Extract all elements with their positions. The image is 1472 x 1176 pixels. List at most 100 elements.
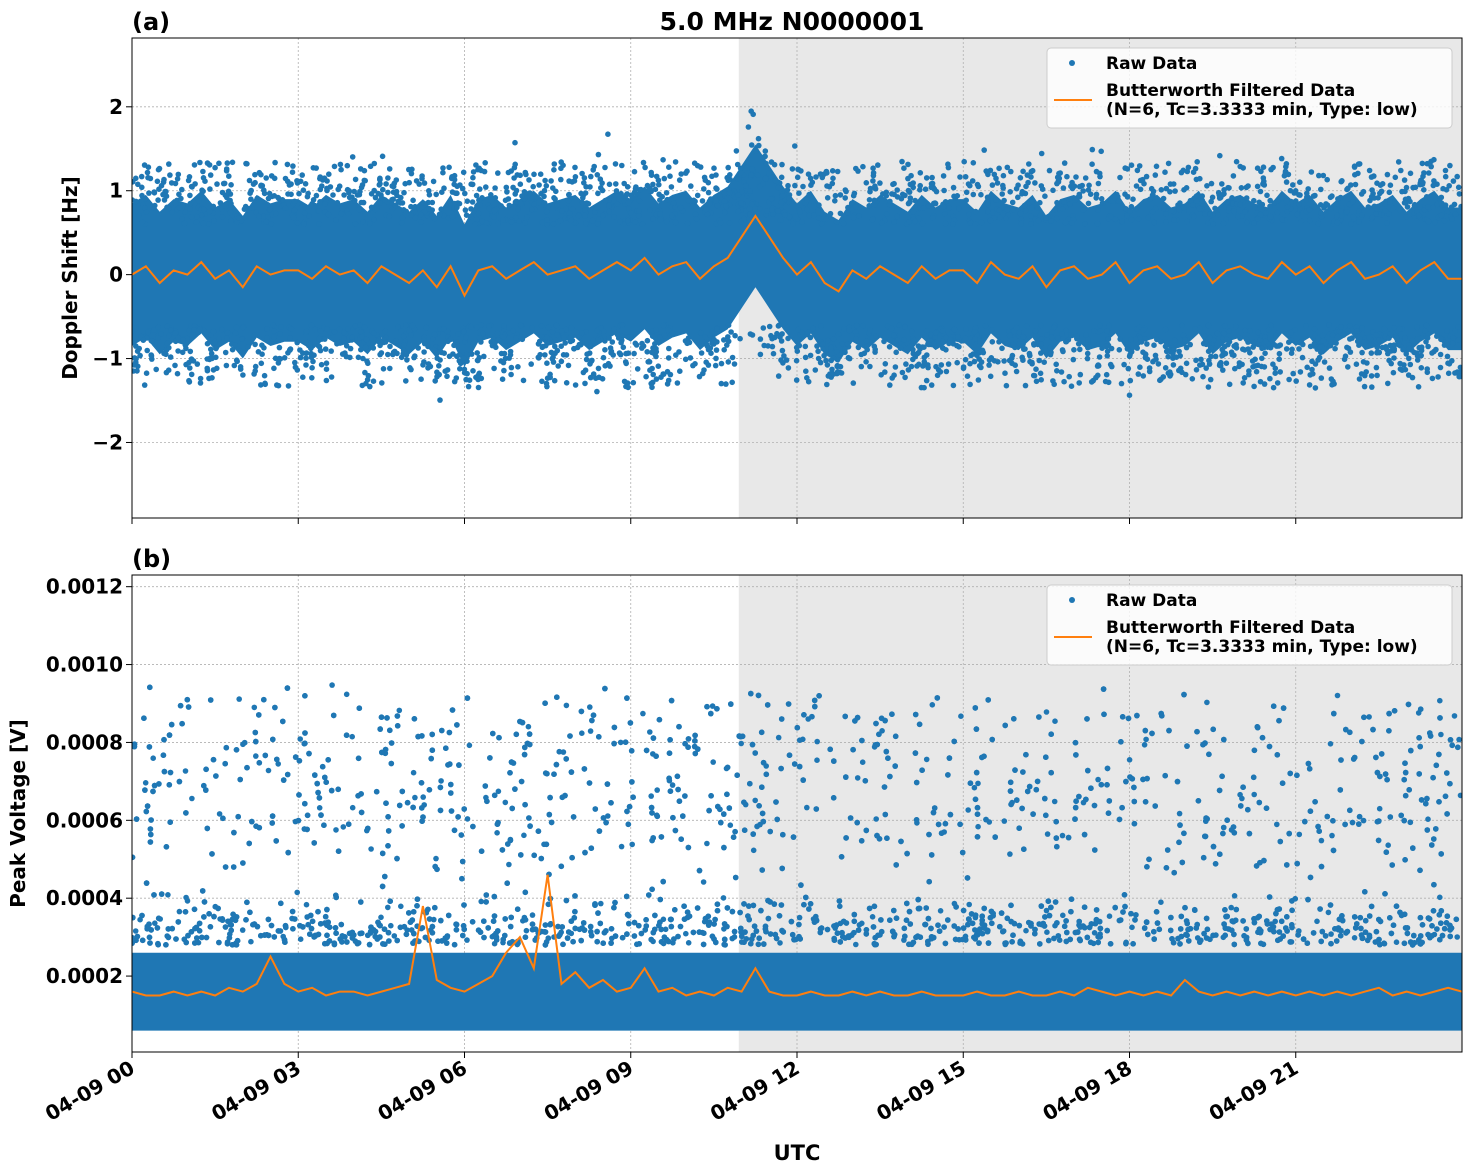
raw-data-point (797, 737, 803, 743)
raw-data-point (785, 183, 791, 189)
raw-data-point (1312, 204, 1318, 210)
raw-data-point (813, 367, 819, 373)
raw-data-point (495, 221, 501, 227)
raw-data-point (319, 362, 325, 368)
raw-data-point (160, 192, 166, 198)
raw-data-point (1232, 366, 1238, 372)
raw-data-point (331, 713, 337, 719)
raw-data-point (387, 166, 393, 172)
raw-data-point (208, 347, 214, 353)
raw-data-point (909, 364, 915, 370)
raw-data-point (978, 365, 984, 371)
raw-data-point (438, 785, 444, 791)
raw-data-point (975, 182, 981, 188)
raw-data-point (508, 924, 514, 930)
raw-data-point (259, 361, 265, 367)
raw-data-point (1447, 781, 1453, 787)
raw-data-point (1458, 374, 1464, 380)
raw-data-point (1184, 361, 1190, 367)
raw-data-point (755, 172, 761, 178)
raw-data-point (1242, 375, 1248, 381)
raw-data-point (1093, 195, 1099, 201)
raw-data-point (1391, 355, 1397, 361)
raw-data-point (726, 339, 732, 345)
raw-data-point (296, 191, 302, 197)
raw-data-point (1283, 170, 1289, 176)
raw-data-point (988, 218, 994, 224)
raw-data-point (552, 196, 558, 202)
raw-data-point (680, 813, 686, 819)
y-tick-label: −1 (92, 347, 123, 371)
raw-data-point (426, 206, 432, 212)
raw-data-point (322, 201, 328, 207)
raw-data-point (484, 892, 490, 898)
raw-data-point (1424, 323, 1430, 329)
raw-data-point (841, 221, 847, 227)
raw-data-point (590, 218, 596, 224)
raw-data-point (421, 349, 427, 355)
raw-data-point (744, 165, 750, 171)
raw-data-point (513, 335, 519, 341)
raw-data-point (611, 198, 617, 204)
raw-data-point (1197, 176, 1203, 182)
raw-data-point (302, 204, 308, 210)
raw-data-point (1028, 213, 1034, 219)
raw-data-point (933, 201, 939, 207)
raw-data-point (625, 912, 631, 918)
raw-data-point (1406, 787, 1412, 793)
raw-data-point (1410, 845, 1416, 851)
raw-data-point (976, 377, 982, 383)
raw-data-point (180, 338, 186, 344)
raw-data-point (1327, 365, 1333, 371)
raw-data-point (302, 741, 308, 747)
raw-data-point (1109, 346, 1115, 352)
raw-data-point (220, 214, 226, 220)
raw-data-point (845, 341, 851, 347)
raw-data-point (899, 159, 905, 165)
raw-data-point (825, 195, 831, 201)
raw-data-point (765, 343, 771, 349)
raw-data-point (644, 349, 650, 355)
raw-data-point (1369, 350, 1375, 356)
raw-data-point (335, 187, 341, 193)
raw-data-point (1447, 163, 1453, 169)
raw-data-point (1326, 322, 1332, 328)
raw-data-point (823, 358, 829, 364)
raw-data-point (618, 352, 624, 358)
raw-data-point (1244, 337, 1250, 343)
raw-data-point (1345, 364, 1351, 370)
raw-data-point (1054, 368, 1060, 374)
raw-data-point (867, 197, 873, 203)
raw-data-point (747, 206, 753, 212)
raw-data-point (1254, 369, 1260, 375)
raw-data-point (607, 182, 613, 188)
raw-data-point (1414, 325, 1420, 331)
raw-data-point (1262, 381, 1268, 387)
raw-data-point (1266, 327, 1272, 333)
raw-data-point (961, 908, 967, 914)
raw-data-point (324, 188, 330, 194)
raw-data-point (806, 213, 812, 219)
raw-data-point (925, 365, 931, 371)
raw-data-point (1412, 203, 1418, 209)
raw-data-point (271, 366, 277, 372)
raw-data-point (1097, 354, 1103, 360)
raw-data-point (1352, 164, 1358, 170)
raw-data-point (792, 183, 798, 189)
raw-data-point (273, 211, 279, 217)
raw-data-point (1377, 191, 1383, 197)
raw-data-point (333, 930, 339, 936)
raw-data-point (926, 916, 932, 922)
raw-data-point (566, 198, 572, 204)
raw-data-point (1012, 362, 1018, 368)
raw-data-point (1123, 941, 1129, 947)
raw-data-point (1397, 361, 1403, 367)
raw-data-point (1048, 218, 1054, 224)
raw-data-point (1134, 206, 1140, 212)
raw-data-point (588, 728, 594, 734)
raw-data-point (1106, 336, 1112, 342)
raw-data-point (619, 844, 625, 850)
raw-data-point (186, 378, 192, 384)
raw-data-point (558, 343, 564, 349)
raw-data-point (454, 205, 460, 211)
